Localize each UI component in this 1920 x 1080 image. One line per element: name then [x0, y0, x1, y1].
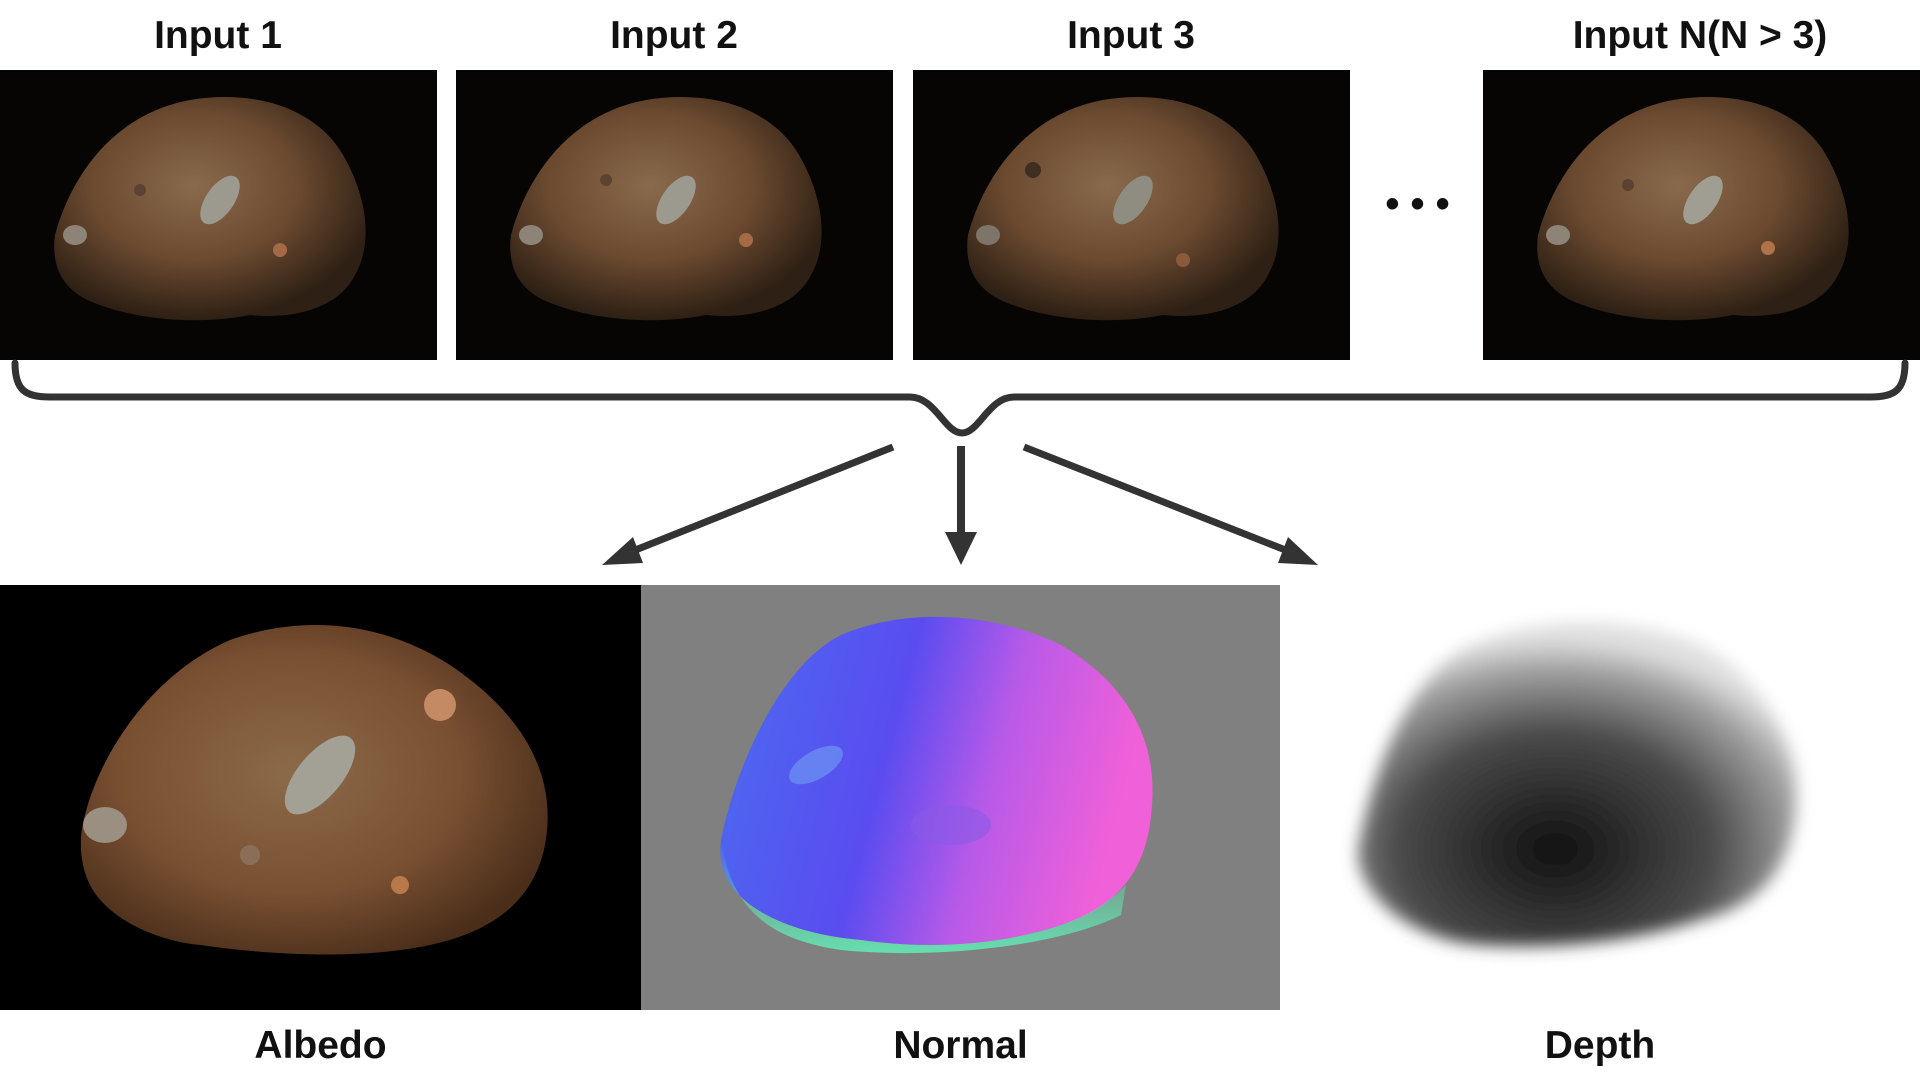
normal-image: [641, 585, 1280, 1010]
input-2-label: Input 2: [610, 14, 738, 57]
input-3-image: [913, 70, 1350, 360]
arrow-to-depth: [1022, 443, 1295, 557]
albedo-label: Albedo: [254, 1024, 387, 1067]
arrow-head-albedo: [602, 537, 643, 565]
input-n-label: Input N(N > 3): [1572, 14, 1828, 57]
input-2-image: [456, 70, 893, 360]
input-3-label: Input 3: [1067, 14, 1195, 57]
input-n-image: [1483, 70, 1920, 360]
arrow-to-albedo: [626, 443, 895, 557]
brace: [11, 359, 1909, 437]
arrow-head-depth: [1278, 537, 1318, 565]
input-1-image: [0, 70, 437, 360]
normal-label: Normal: [893, 1024, 1028, 1067]
ellipsis: • • •: [1385, 182, 1450, 226]
input-1-label: Input 1: [154, 14, 282, 57]
arrow-head-normal: [945, 532, 977, 565]
depth-image: [1280, 585, 1920, 1010]
albedo-image: [0, 585, 641, 1010]
depth-label: Depth: [1544, 1024, 1656, 1067]
